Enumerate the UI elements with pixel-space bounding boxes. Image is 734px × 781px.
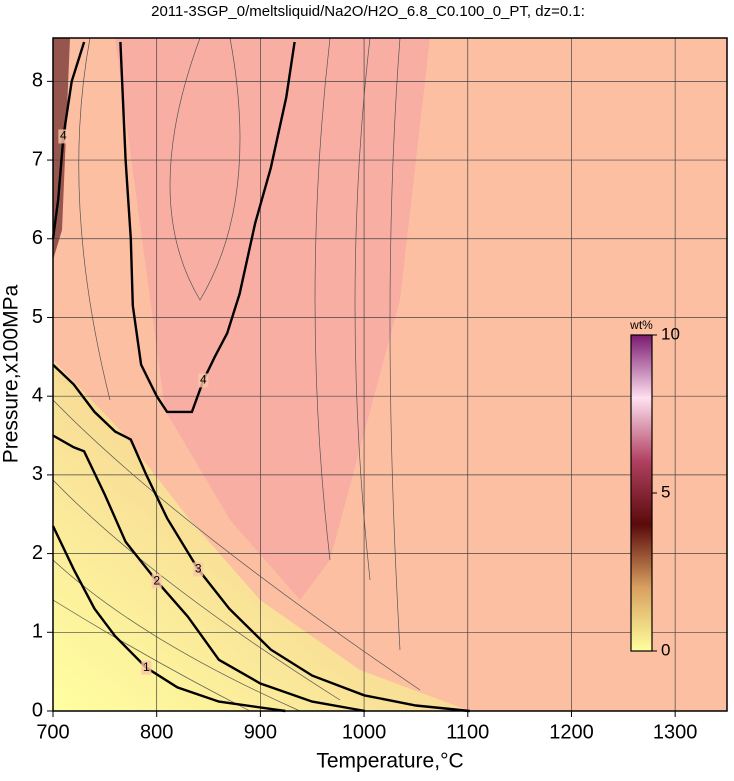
contour-label-bg	[151, 574, 162, 589]
region	[115, 38, 430, 600]
colorbar-tick-label: 5	[661, 482, 670, 501]
x-axis-label: Temperature,°C	[316, 750, 463, 773]
chart-title: 2011-3SGP_0/meltsliquid/Na2O/H2O_6.8_C0.…	[151, 3, 585, 20]
minor-contour	[354, 37, 371, 581]
frame	[52, 37, 728, 712]
x-tick-label: 1000	[342, 721, 387, 743]
contour-label: 1	[143, 660, 150, 674]
y-tick-label: 6	[32, 227, 43, 249]
x-tick-label: 900	[244, 721, 277, 743]
y-tick-label: 0	[32, 699, 43, 721]
colorbar-label: wt%	[629, 318, 653, 332]
y-tick-label: 4	[32, 384, 43, 406]
minor-contour	[52, 479, 341, 701]
contour-label-bg	[198, 373, 209, 388]
y-tick-label: 2	[32, 542, 43, 564]
minor-contour	[314, 37, 331, 561]
minor-contour	[52, 559, 301, 712]
y-tick-label: 3	[32, 463, 43, 485]
contour-label: 3	[195, 562, 202, 576]
colorbar	[630, 334, 653, 652]
y-tick-label: 8	[32, 70, 43, 92]
x-tick-label: 1200	[549, 721, 594, 743]
contour-label-bg	[193, 562, 204, 577]
plot-area	[52, 37, 727, 712]
region	[53, 360, 470, 711]
x-tick-label: 1100	[446, 721, 489, 743]
y-tick-label: 7	[32, 148, 43, 170]
minor-contour	[52, 399, 421, 691]
contour-label-bg	[58, 129, 69, 144]
x-tick-label: 700	[36, 721, 69, 743]
x-tick-label: 1300	[653, 721, 698, 743]
colorbar-tick-label: 0	[661, 640, 670, 659]
minor-contour	[52, 599, 251, 712]
minor-contour	[169, 37, 241, 301]
minor-contour	[78, 37, 111, 401]
y-tick-label: 1	[32, 621, 43, 643]
contour-label-bg	[141, 660, 152, 675]
contour-label: 2	[153, 573, 160, 587]
contour-label: 4	[60, 129, 67, 143]
contour-line	[119, 41, 296, 414]
contour-line	[51, 525, 286, 713]
contour-label: 4	[200, 373, 207, 387]
contour-line	[52, 363, 470, 713]
colorbar-tick-label: 10	[661, 324, 680, 343]
y-tick-label: 5	[32, 306, 43, 328]
x-tick-label: 800	[140, 721, 173, 743]
y-axis-label: Pressure,x100MPa	[0, 284, 23, 463]
